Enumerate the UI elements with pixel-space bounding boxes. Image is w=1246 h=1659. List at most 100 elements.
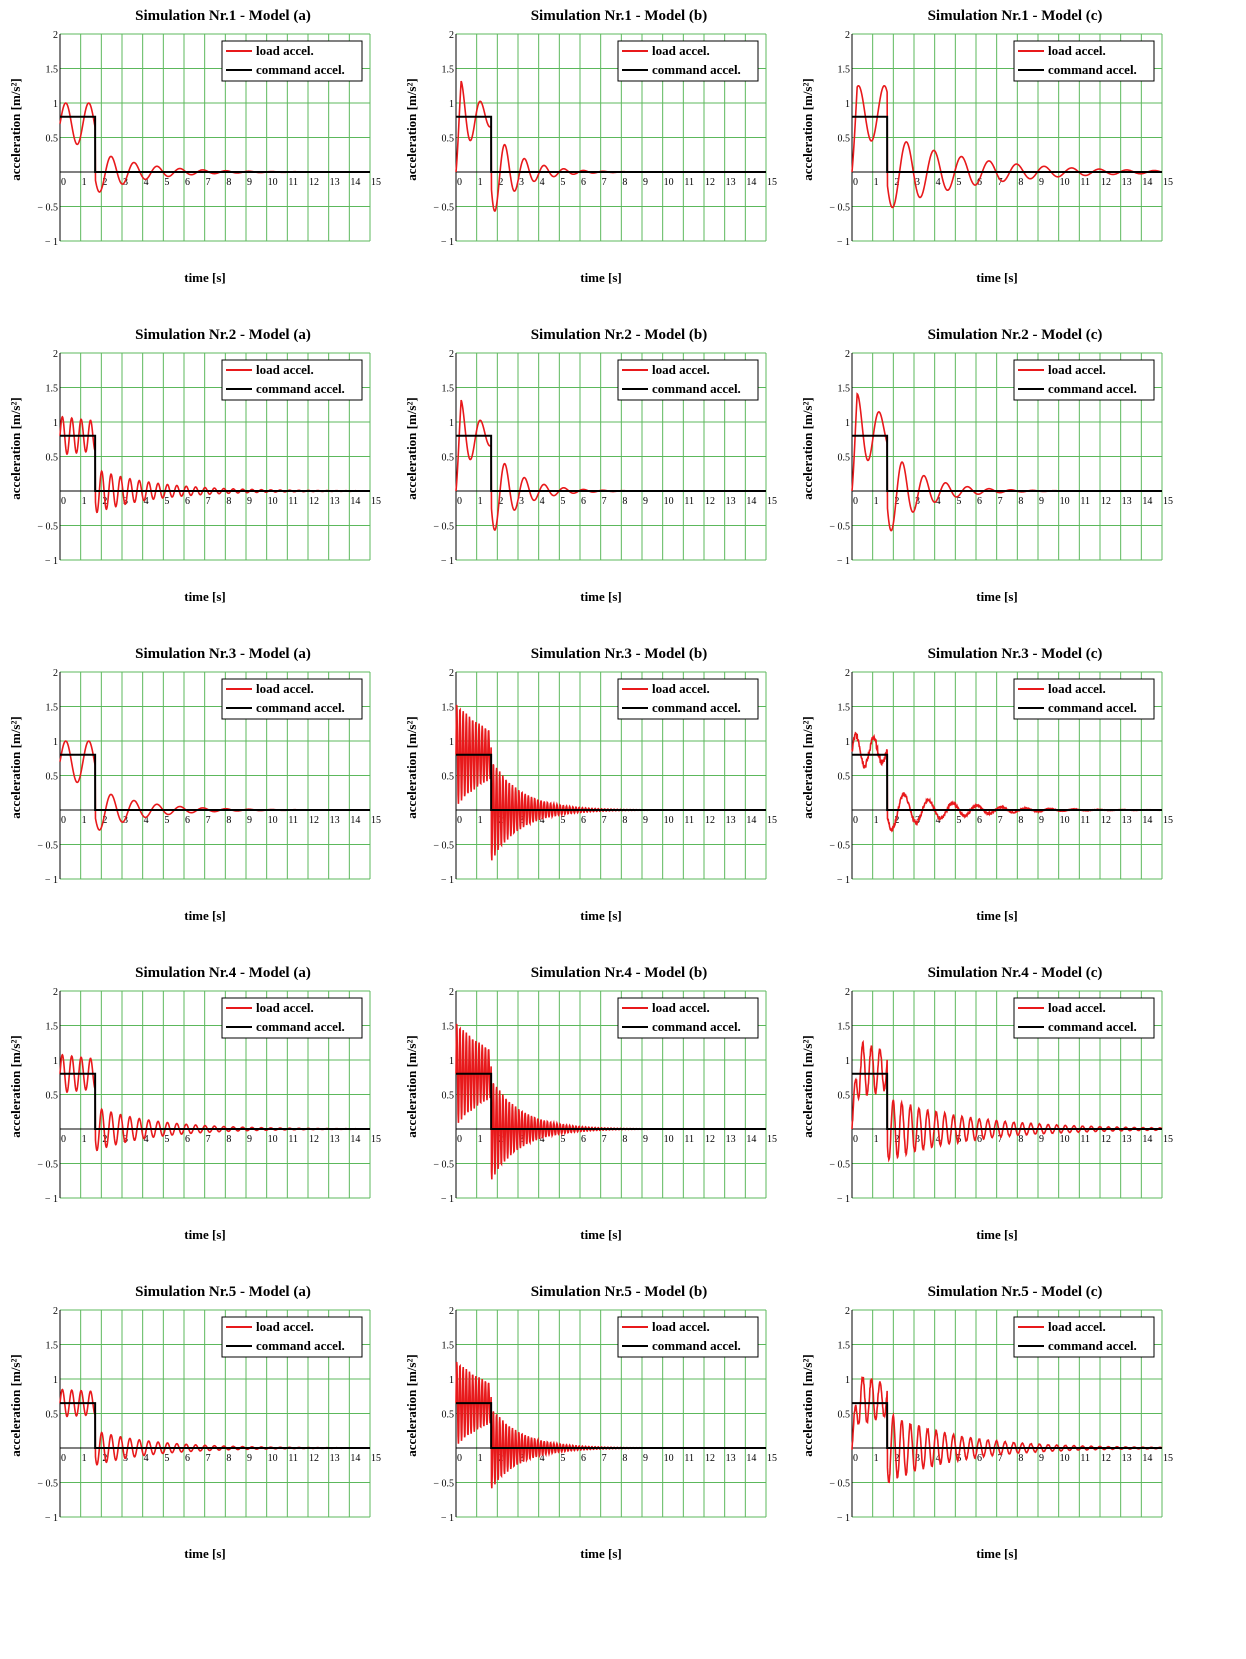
x-tick-label: 6 [977, 496, 982, 507]
y-tick-label: − 1 [45, 1194, 58, 1205]
legend: load accel. command accel. [617, 997, 759, 1039]
legend-label-command: command accel. [652, 700, 741, 715]
y-axis-label: acceleration [m/s²] [8, 1354, 23, 1456]
x-tick-label: 10 [1060, 177, 1070, 188]
legend-label-load: load accel. [1048, 1319, 1106, 1334]
x-tick-label: 8 [1018, 496, 1023, 507]
x-axis-label: time [s] [976, 908, 1018, 923]
y-axis-label: acceleration [m/s²] [404, 1035, 419, 1137]
x-tick-label: 4 [540, 815, 545, 826]
legend-label-load: load accel. [652, 43, 710, 58]
x-tick-label: 3 [123, 815, 128, 826]
x-tick-label: 13 [330, 1134, 340, 1145]
legend-label-command: command accel. [1048, 381, 1137, 396]
series-line-command-accel [456, 753, 766, 811]
y-tick-label: − 0.5 [829, 1479, 850, 1490]
x-axis-label: time [s] [184, 1227, 226, 1242]
x-tick-label: 6 [581, 177, 586, 188]
chart-svg: Simulation Nr.4 - Model (c)0 1 2 3 4 5 6 7 8 9 10 1… [800, 965, 1173, 1242]
x-tick-label: 6 [977, 815, 982, 826]
chart-title: Simulation Nr.3 - Model (c) [928, 646, 1103, 662]
legend-label-load: load accel. [256, 362, 314, 377]
legend-box [1013, 359, 1155, 401]
y-tick-label: 1.5 [442, 65, 455, 76]
chart-panel: Simulation Nr.1 - Model (b) 0 1 2 3 4 5 6 7 8 9 10 1… [396, 0, 811, 331]
y-tick-label: 0.5 [838, 134, 851, 145]
series-line-command-accel [852, 115, 1162, 173]
legend-box [1013, 40, 1155, 82]
chart-panel: Simulation Nr.2 - Model (c) 0 1 2 3 4 5 6 7 8 9 10 1… [792, 319, 1207, 650]
chart-title: Simulation Nr.4 - Model (b) [531, 965, 708, 981]
y-tick-label: 0.5 [838, 1091, 851, 1102]
series-line-command-accel [60, 753, 370, 811]
x-axis-label: time [s] [184, 908, 226, 923]
legend: load accel. command accel. [617, 678, 759, 720]
x-tick-label: 9 [247, 177, 252, 188]
x-tick-label: 0 [61, 1453, 66, 1464]
y-tick-label: 1.5 [46, 1022, 59, 1033]
x-tick-label: 3 [519, 496, 524, 507]
y-tick-label: 0.5 [838, 453, 851, 464]
x-tick-label: 0 [61, 177, 66, 188]
y-tick-label: 1 [845, 418, 850, 429]
x-axis-label: time [s] [976, 1227, 1018, 1242]
y-tick-label: − 0.5 [829, 841, 850, 852]
x-tick-label: 11 [288, 177, 298, 188]
y-axis-label: acceleration [m/s²] [800, 716, 815, 818]
y-tick-label: − 0.5 [829, 522, 850, 533]
y-tick-label: 2 [845, 30, 850, 41]
chart-title: Simulation Nr.2 - Model (b) [531, 327, 708, 343]
x-tick-label: 1 [874, 815, 879, 826]
chart-svg: Simulation Nr.2 - Model (c)0 1 2 3 4 5 6 7 8 9 10 1… [800, 327, 1173, 604]
legend-label-load: load accel. [1048, 362, 1106, 377]
x-tick-label: 6 [581, 815, 586, 826]
x-tick-label: 9 [247, 815, 252, 826]
x-tick-label: 11 [1080, 496, 1090, 507]
legend: load accel. command accel. [1013, 997, 1155, 1039]
y-tick-label: 0.5 [442, 772, 455, 783]
legend-box [221, 1316, 363, 1358]
y-tick-label: 2 [53, 349, 58, 360]
x-tick-label: 5 [164, 1134, 169, 1145]
x-tick-label: 10 [1060, 496, 1070, 507]
x-tick-label: 11 [1080, 1134, 1090, 1145]
y-tick-label: − 1 [441, 875, 454, 886]
x-tick-label: 5 [164, 815, 169, 826]
chart-svg: Simulation Nr.3 - Model (b)0 1 2 3 4 5 6 7 8 9 10 1… [404, 646, 777, 923]
chart-panel: Simulation Nr.1 - Model (a) 0 1 2 3 4 5 6 7 8 9 10 1… [0, 0, 415, 331]
x-axis-label: time [s] [976, 589, 1018, 604]
legend: load accel. command accel. [617, 1316, 759, 1358]
x-tick-label: 4 [144, 1134, 149, 1145]
y-tick-label: 1 [449, 737, 454, 748]
legend: load accel. command accel. [221, 678, 363, 720]
legend-label-load: load accel. [1048, 43, 1106, 58]
x-tick-label: 14 [350, 1453, 360, 1464]
chart-svg: Simulation Nr.3 - Model (c)0 1 2 3 4 5 6 7 8 9 10 1… [800, 646, 1173, 923]
x-tick-label: 11 [684, 177, 694, 188]
x-tick-label: 11 [1080, 177, 1090, 188]
x-tick-label: 13 [726, 177, 736, 188]
y-tick-label: 0.5 [46, 134, 59, 145]
chart-panel: Simulation Nr.4 - Model (b) 0 1 2 3 4 5 6 7 8 9 10 1… [396, 957, 811, 1288]
chart-svg: Simulation Nr.2 - Model (b)0 1 2 3 4 5 6 7 8 9 10 1… [404, 327, 777, 604]
series-line-command-accel [60, 115, 370, 173]
y-tick-label: 1 [845, 1375, 850, 1386]
x-tick-label: 6 [977, 1134, 982, 1145]
x-tick-label: 15 [371, 1134, 381, 1145]
series-line-command-accel [60, 1072, 370, 1130]
y-tick-label: 1.5 [838, 65, 851, 76]
x-tick-label: 9 [1039, 1134, 1044, 1145]
y-tick-label: 2 [449, 668, 454, 679]
x-tick-label: 12 [705, 815, 715, 826]
x-axis-label: time [s] [976, 270, 1018, 285]
x-axis-label: time [s] [976, 1546, 1018, 1561]
x-tick-label: 0 [853, 815, 858, 826]
x-tick-label: 12 [1101, 177, 1111, 188]
x-tick-label: 8 [622, 815, 627, 826]
x-tick-label: 2 [102, 815, 107, 826]
x-tick-label: 12 [309, 177, 319, 188]
chart-svg: Simulation Nr.4 - Model (a)0 1 2 3 4 5 6 7 8 9 10 1… [8, 965, 381, 1242]
legend-label-command: command accel. [1048, 1019, 1137, 1034]
x-tick-label: 7 [602, 496, 607, 507]
legend: load accel. command accel. [617, 359, 759, 401]
